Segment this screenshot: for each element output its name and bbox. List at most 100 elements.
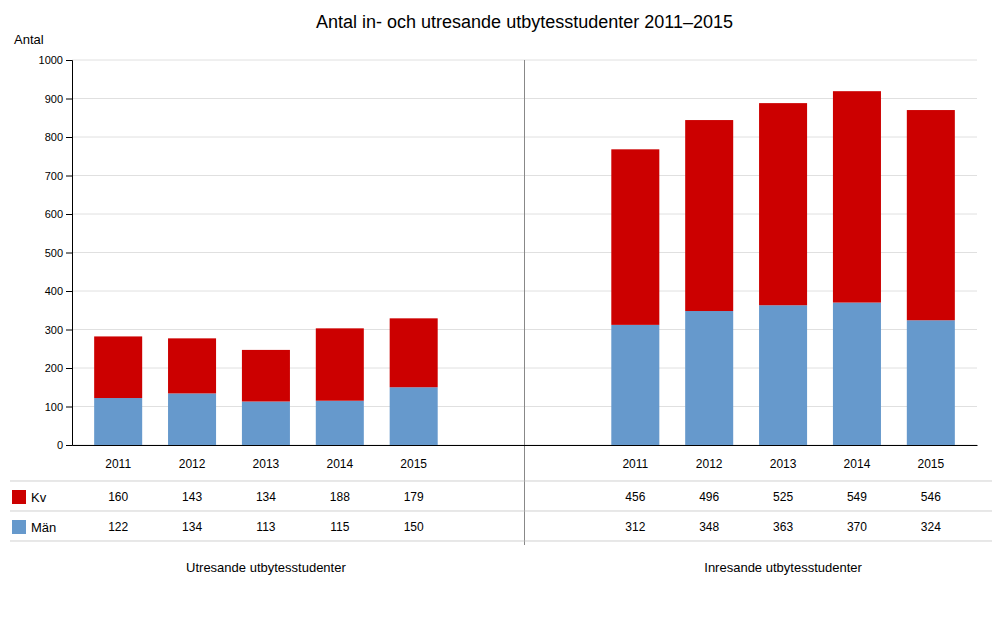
tick-label: 500	[45, 247, 63, 259]
tick: 0	[57, 439, 72, 451]
tick: 2014	[326, 457, 353, 471]
title: Antal in- och utresande utbytesstudenter…	[316, 12, 733, 32]
tick-mark	[66, 60, 72, 61]
tick-label: 600	[45, 208, 63, 220]
tick-label: 900	[45, 93, 63, 105]
tick: 800	[45, 131, 72, 143]
tick-mark	[66, 368, 72, 369]
bar	[242, 350, 290, 402]
tick: 2011	[622, 457, 648, 471]
data-label: 363	[773, 520, 793, 534]
legend-label: Män	[31, 520, 56, 535]
table-rule	[10, 541, 992, 542]
bar	[168, 393, 216, 445]
tick-label: 100	[45, 401, 63, 413]
data-label: 370	[847, 520, 867, 534]
bar	[685, 120, 733, 311]
group-separator	[524, 60, 525, 545]
data-label: 134	[182, 520, 202, 534]
tick: 2012	[179, 457, 206, 471]
bar	[94, 336, 142, 398]
tick-label: 2014	[844, 457, 871, 471]
chart: 0 100 200 300 400 500 600 700 800 900 1000 2011 2012…	[0, 0, 1002, 635]
tick-label: 300	[45, 324, 63, 336]
tick-label: 200	[45, 362, 63, 374]
tick: 2013	[253, 457, 280, 471]
bar	[316, 328, 364, 400]
tick: 2014	[844, 457, 871, 471]
group-label: Utresande utbytesstudenter	[186, 560, 346, 575]
tick-label: 2011	[105, 457, 131, 471]
tick-mark	[66, 137, 72, 138]
tick-label: 0	[57, 439, 63, 451]
table-rule	[10, 481, 992, 482]
tick-label: 1000	[39, 54, 63, 66]
bar	[907, 320, 955, 445]
tick: 1000	[39, 54, 72, 66]
bar	[611, 149, 659, 325]
tick: 200	[45, 362, 72, 374]
tick: 2013	[770, 457, 797, 471]
bar	[390, 387, 438, 445]
data-label: 113	[256, 520, 275, 534]
tick-mark	[66, 445, 72, 446]
data-label: 549	[847, 490, 867, 504]
data-label: 143	[182, 490, 202, 504]
data-label: 312	[625, 520, 645, 534]
bar	[907, 110, 955, 320]
tick: 2012	[696, 457, 723, 471]
data-label: 179	[404, 490, 424, 504]
tick-label: 2012	[179, 457, 206, 471]
tick-label: 2013	[770, 457, 797, 471]
tick: 900	[45, 93, 72, 105]
data-label: 188	[330, 490, 350, 504]
y-axis: 0 100 200 300 400 500 600 700 800 900 1000	[39, 54, 73, 451]
bar	[759, 103, 807, 305]
tick-label: 2015	[917, 457, 944, 471]
data-label: 546	[921, 490, 941, 504]
tick-mark	[66, 99, 72, 100]
data-label: 324	[921, 520, 941, 534]
tick-label: 2012	[696, 457, 723, 471]
data-label: 496	[699, 490, 719, 504]
tick: 2015	[917, 457, 944, 471]
group-label: Inresande utbytesstudenter	[704, 560, 862, 575]
tick: 100	[45, 401, 72, 413]
data-label: 525	[773, 490, 793, 504]
data-label: 348	[699, 520, 719, 534]
bar	[242, 401, 290, 445]
tick: 2011	[105, 457, 131, 471]
axis-title: Antal	[14, 32, 44, 47]
bar	[316, 401, 364, 445]
data-label: 134	[256, 490, 276, 504]
legend-swatch	[12, 490, 26, 504]
tick-label: 2015	[400, 457, 427, 471]
bar	[833, 91, 881, 302]
bar	[759, 305, 807, 445]
data-label: 115	[330, 520, 349, 534]
legend-label: Kv	[31, 490, 47, 505]
bar	[611, 325, 659, 445]
tick-label: 2014	[326, 457, 353, 471]
tick: 500	[45, 247, 72, 259]
data-label: 456	[625, 490, 645, 504]
data-label: 150	[404, 520, 424, 534]
data-label: 160	[108, 490, 128, 504]
tick-mark	[66, 253, 72, 254]
axis-line	[66, 61, 73, 446]
tick-mark	[66, 330, 72, 331]
bar	[685, 311, 733, 445]
tick: 400	[45, 285, 72, 297]
tick-mark	[66, 291, 72, 292]
tick-label: 2013	[253, 457, 280, 471]
table-rule	[10, 511, 992, 512]
tick-label: 400	[45, 285, 63, 297]
bar	[833, 303, 881, 445]
tick: 300	[45, 324, 72, 336]
x-axis: 2011 2012 2013 2014 2015 2011 2012 2013 2014 2015	[73, 446, 978, 471]
tick: 600	[45, 208, 72, 220]
tick: 700	[45, 170, 72, 182]
axis-line	[73, 445, 978, 446]
tick-label: 700	[45, 170, 63, 182]
legend-swatch	[12, 520, 26, 534]
